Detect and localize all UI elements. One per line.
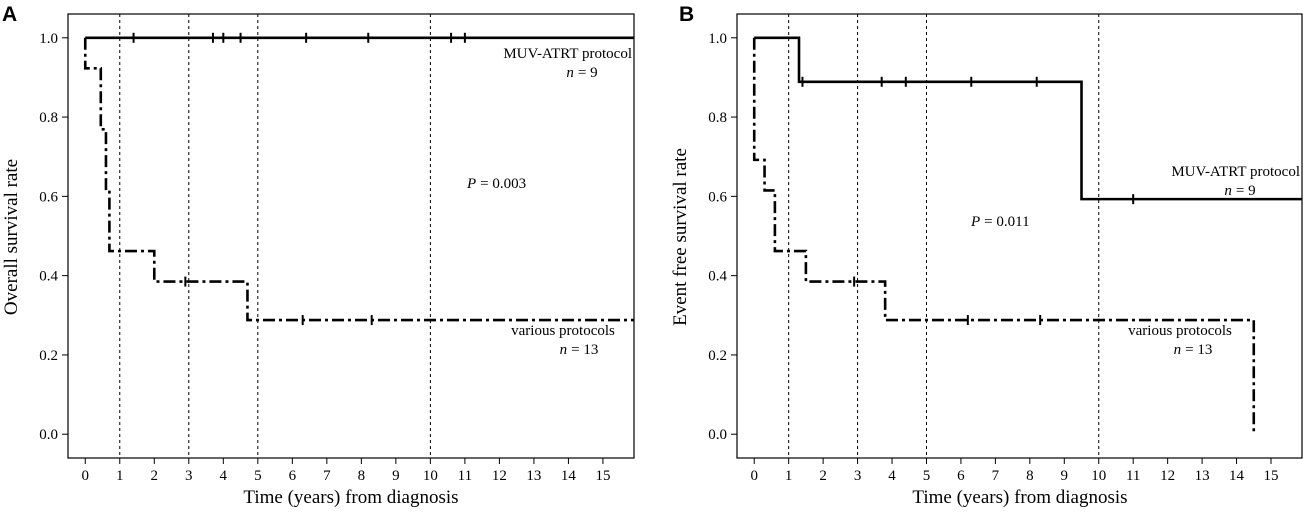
y-tick-label: 0.0 bbox=[708, 427, 727, 443]
y-tick-label: 0.4 bbox=[39, 269, 58, 285]
x-tick-label: 5 bbox=[923, 468, 931, 484]
y-tick-label: 0.6 bbox=[708, 189, 727, 205]
n-symbol: n bbox=[1174, 342, 1182, 358]
panel-a: A 0 1 2 3 4 5 6 7 8 9 10 11 12 13 14 15 0.00.20.40.60.8… bbox=[1, 3, 635, 508]
panel-b: B 0 1 2 3 4 5 6 7 8 9 10 11 12 13 14 15 0.00.20.40.60.8… bbox=[670, 3, 1303, 508]
y-tick-label: 0.8 bbox=[39, 110, 58, 126]
x-tick-label: 13 bbox=[526, 468, 541, 484]
p-value-symbol-a: P bbox=[466, 176, 476, 192]
censor-marks-b bbox=[801, 76, 1135, 326]
series-n-various-b: n = 13 bbox=[1174, 342, 1213, 358]
y-tick-label: 0.2 bbox=[39, 348, 58, 364]
y-ticks-a: 0.0 0.2 0.4 0.6 0.8 1.0 bbox=[39, 31, 68, 443]
x-tick-label: 15 bbox=[1263, 468, 1278, 484]
n-symbol: n bbox=[1224, 183, 1232, 199]
n-value: = 13 bbox=[1185, 342, 1212, 358]
series-lines-a bbox=[83, 36, 634, 322]
n-value: = 9 bbox=[1236, 183, 1256, 199]
x-tick-label: 10 bbox=[423, 468, 438, 484]
x-tick-label: 1 bbox=[785, 468, 793, 484]
km-curve-muv-atrt bbox=[754, 36, 1302, 201]
x-tick-label: 14 bbox=[1229, 468, 1245, 484]
x-tick-label: 4 bbox=[888, 468, 896, 484]
series-label-muv-b: MUV-ATRT protocol bbox=[1171, 164, 1300, 180]
y-axis-title-b: Event free survival rate bbox=[670, 148, 691, 326]
x-ticks-b: 0 1 2 3 4 5 6 7 8 9 10 11 12 13 14 15 bbox=[750, 458, 1278, 484]
x-tick-label: 13 bbox=[1195, 468, 1210, 484]
x-tick-label: 5 bbox=[254, 468, 262, 484]
x-tick-label: 10 bbox=[1091, 468, 1106, 484]
y-tick-label: 0.8 bbox=[708, 110, 727, 126]
x-tick-label: 0 bbox=[750, 468, 758, 484]
series-label-various-b: various protocols bbox=[1128, 323, 1232, 339]
x-tick-label: 6 bbox=[957, 468, 965, 484]
x-tick-label: 9 bbox=[1061, 468, 1069, 484]
series-lines-b bbox=[752, 36, 1302, 435]
x-tick-label: 3 bbox=[854, 468, 862, 484]
y-tick-label: 0.0 bbox=[39, 427, 58, 443]
x-tick-label: 8 bbox=[1026, 468, 1034, 484]
x-axis-title-a: Time (years) from diagnosis bbox=[243, 487, 458, 508]
plot-frame-a bbox=[67, 13, 635, 459]
x-tick-label: 7 bbox=[323, 468, 331, 484]
x-tick-label: 8 bbox=[358, 468, 366, 484]
x-tick-label: 2 bbox=[151, 468, 159, 484]
series-n-muv-b: n = 9 bbox=[1224, 183, 1255, 199]
p-value-number-a: = 0.003 bbox=[480, 176, 526, 192]
x-tick-label: 9 bbox=[392, 468, 400, 484]
n-value: = 9 bbox=[578, 65, 598, 81]
x-tick-label: 11 bbox=[458, 468, 472, 484]
y-tick-label: 0.4 bbox=[708, 269, 727, 285]
x-tick-label: 15 bbox=[595, 468, 610, 484]
y-tick-label: 1.0 bbox=[39, 31, 58, 47]
x-axis-title-b: Time (years) from diagnosis bbox=[912, 487, 1127, 508]
y-tick-label: 0.2 bbox=[708, 348, 727, 364]
x-tick-label: 14 bbox=[561, 468, 577, 484]
x-tick-label: 2 bbox=[819, 468, 827, 484]
p-value-symbol-b: P bbox=[970, 214, 980, 230]
x-tick-label: 1 bbox=[116, 468, 124, 484]
km-curve-various-protocols bbox=[83, 37, 634, 322]
x-ticks-a: 0 1 2 3 4 5 6 7 8 9 10 11 12 13 14 15 bbox=[82, 458, 610, 484]
x-tick-label: 12 bbox=[492, 468, 507, 484]
censor-marks-a bbox=[132, 32, 466, 326]
series-label-various-a: various protocols bbox=[511, 323, 615, 339]
plot-frame-b bbox=[736, 13, 1303, 459]
y-ticks-b: 0.0 0.2 0.4 0.6 0.8 1.0 bbox=[708, 31, 737, 443]
n-symbol: n bbox=[566, 65, 574, 81]
n-value: = 13 bbox=[571, 342, 598, 358]
series-label-muv-a: MUV-ATRT protocol bbox=[503, 46, 632, 62]
x-tick-label: 6 bbox=[289, 468, 297, 484]
panel-letter-b: B bbox=[679, 3, 694, 26]
x-tick-label: 7 bbox=[992, 468, 1000, 484]
series-n-various-a: n = 13 bbox=[560, 342, 599, 358]
x-tick-label: 11 bbox=[1126, 468, 1140, 484]
vlines-b bbox=[788, 14, 1100, 458]
vlines-a bbox=[119, 14, 431, 458]
x-tick-label: 0 bbox=[82, 468, 90, 484]
x-tick-label: 4 bbox=[220, 468, 228, 484]
x-tick-label: 12 bbox=[1160, 468, 1175, 484]
p-value-number-b: = 0.011 bbox=[984, 214, 1029, 230]
y-tick-label: 0.6 bbox=[39, 189, 58, 205]
y-axis-title-a: Overall survival rate bbox=[1, 159, 22, 315]
y-tick-label: 1.0 bbox=[708, 31, 727, 47]
p-value-a: P = 0.003 bbox=[466, 176, 526, 192]
p-value-b: P = 0.011 bbox=[970, 214, 1030, 230]
panel-letter-a: A bbox=[2, 3, 17, 26]
km-curve-various-protocols bbox=[752, 37, 1256, 435]
x-tick-label: 3 bbox=[185, 468, 193, 484]
n-symbol: n bbox=[560, 342, 568, 358]
series-n-muv-a: n = 9 bbox=[566, 65, 597, 81]
